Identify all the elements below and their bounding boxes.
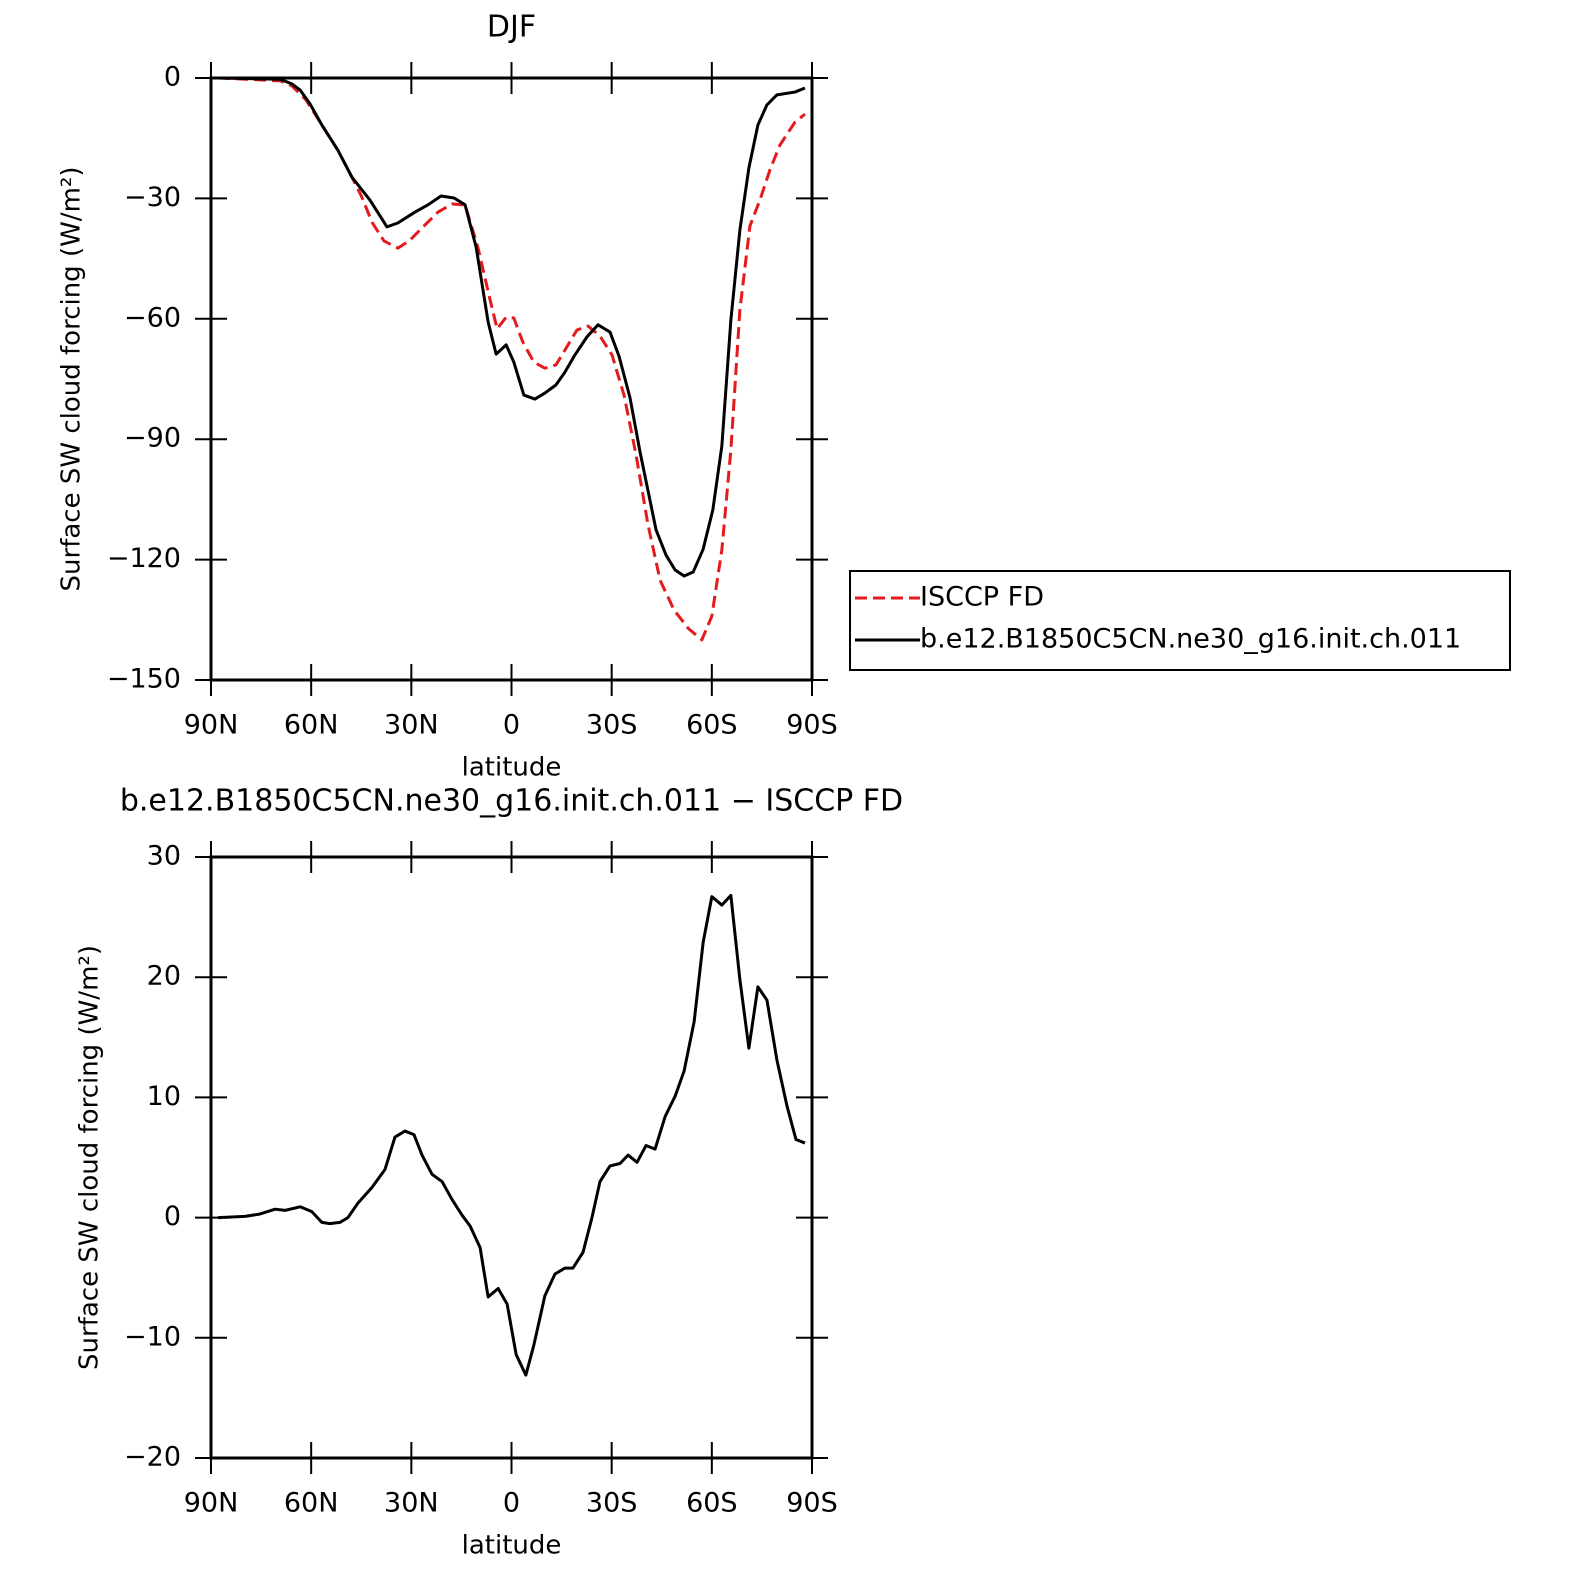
y-tick-label: −150 [107,664,181,695]
y-tick-label: −10 [124,1321,181,1352]
x-tick-label: 0 [503,1488,520,1519]
chart-title: DJF [487,10,536,45]
y-tick-label: −30 [124,182,181,213]
y-tick-label: 30 [147,841,181,872]
plot-frame [209,855,814,1460]
y-tick-label: 0 [164,1201,181,1232]
data-line [217,76,806,578]
plot-frame [209,76,814,682]
x-tick-label: 0 [503,710,520,741]
x-tick-label: 30S [586,710,638,741]
y-axis-label: Surface SW cloud forcing (W/m²) [57,167,87,592]
y-axis-label: Surface SW cloud forcing (W/m²) [75,945,105,1370]
x-axis-label: latitude [462,753,562,783]
y-tick-label: 10 [147,1081,181,1112]
y-tick-label: −60 [124,302,181,333]
x-tick-label: 60S [686,1488,738,1519]
x-tick-label: 30S [586,1488,638,1519]
x-tick-label: 90N [184,1488,239,1519]
legend-box [849,570,1511,671]
x-tick-label: 60N [284,710,339,741]
legend-label: b.e12.B1850C5CN.ne30_g16.init.ch.011 [920,624,1461,655]
x-tick-label: 30N [384,710,439,741]
data-line [217,893,806,1377]
x-tick-label: 90N [184,710,239,741]
x-tick-label: 60S [686,710,738,741]
legend-label: ISCCP FD [920,582,1044,613]
x-axis-label: latitude [462,1531,562,1561]
x-tick-label: 90S [786,710,838,741]
y-tick-label: −20 [124,1442,181,1473]
y-tick-label: −120 [107,543,181,574]
x-tick-label: 60N [284,1488,339,1519]
y-tick-label: 20 [147,961,181,992]
x-tick-label: 90S [786,1488,838,1519]
data-line [217,76,806,642]
chart-title: b.e12.B1850C5CN.ne30_g16.init.ch.011 − I… [120,784,903,819]
y-tick-label: 0 [164,62,181,93]
y-tick-label: −90 [124,423,181,454]
x-tick-label: 30N [384,1488,439,1519]
